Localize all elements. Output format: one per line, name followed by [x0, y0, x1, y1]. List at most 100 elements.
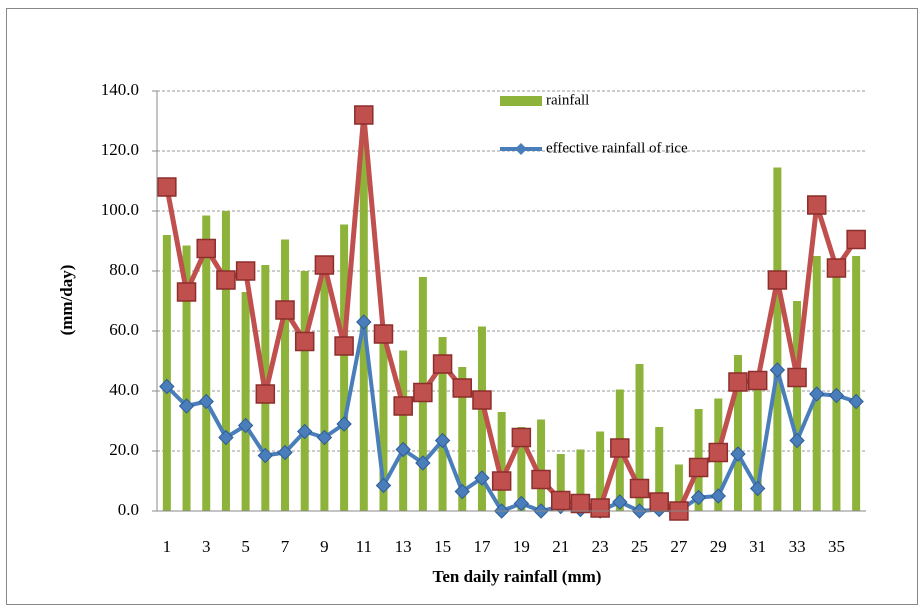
x-tick-label: 21 [552, 537, 569, 556]
x-tick-label: 1 [163, 537, 172, 556]
marker [846, 229, 866, 250]
marker [294, 331, 315, 352]
marker [688, 457, 709, 478]
x-tick-label: 27 [670, 537, 688, 556]
bar [340, 224, 349, 511]
marker [531, 469, 551, 490]
x-tick-label: 13 [395, 537, 412, 556]
bar [812, 256, 821, 511]
bar [438, 337, 447, 511]
y-tick-label: 0.0 [118, 500, 139, 519]
marker [354, 105, 374, 125]
marker [336, 416, 352, 432]
marker [491, 471, 512, 491]
marker [649, 492, 669, 512]
legend-label: rainfall [546, 92, 589, 108]
bar [596, 431, 605, 511]
marker [316, 429, 333, 446]
marker [356, 314, 372, 330]
bar [241, 292, 250, 511]
marker [196, 238, 216, 259]
marker [474, 470, 490, 486]
marker [314, 255, 335, 275]
x-tick-label: 7 [281, 537, 290, 556]
marker [610, 438, 630, 458]
y-tick-label: 120.0 [101, 140, 139, 159]
marker [432, 354, 453, 374]
bar [832, 262, 841, 511]
x-tick-label: 17 [473, 537, 491, 556]
marker [787, 367, 807, 388]
bar [399, 350, 408, 511]
marker [828, 387, 845, 404]
marker [218, 429, 234, 446]
marker [570, 493, 591, 514]
bar [497, 412, 506, 511]
bar [674, 464, 683, 511]
marker [629, 478, 650, 499]
bar [793, 301, 802, 511]
bar [537, 419, 546, 511]
bar [576, 449, 585, 511]
marker [159, 378, 175, 395]
marker [809, 386, 825, 402]
bar [655, 427, 664, 511]
marker [413, 382, 433, 403]
marker [178, 398, 195, 414]
marker [255, 384, 276, 404]
marker [511, 427, 532, 448]
marker [235, 261, 256, 281]
x-tick-label: 33 [789, 537, 806, 556]
marker [277, 444, 293, 461]
bar [320, 268, 329, 511]
y-tick-label: 100.0 [101, 200, 139, 219]
x-tick-label: 3 [202, 537, 211, 556]
marker [789, 432, 805, 449]
marker [826, 258, 847, 278]
y-axis-title: (mm/day) [57, 265, 76, 336]
x-tick-label: 35 [828, 537, 845, 556]
x-tick-label: 29 [710, 537, 727, 556]
marker [176, 282, 197, 302]
marker [710, 488, 726, 504]
bar [281, 239, 290, 511]
marker [297, 423, 313, 440]
marker [237, 417, 254, 434]
x-tick-label: 19 [513, 537, 530, 556]
marker [708, 442, 729, 463]
marker [767, 270, 788, 290]
marker [415, 455, 431, 471]
marker [395, 441, 411, 458]
marker [275, 300, 295, 320]
marker [373, 324, 394, 344]
marker [612, 494, 628, 510]
y-tick-label: 80.0 [109, 260, 139, 279]
bar [852, 256, 861, 511]
bar [477, 326, 486, 511]
bar [773, 167, 782, 511]
bar [458, 367, 467, 511]
x-tick-label: 23 [592, 537, 609, 556]
marker [375, 477, 392, 494]
bar [635, 364, 644, 511]
bar [202, 215, 211, 511]
x-tick-label: 31 [749, 537, 766, 556]
legend-swatch [515, 143, 527, 155]
x-axis-title: Ten daily rainfall (mm) [433, 567, 602, 586]
marker [749, 480, 766, 497]
x-tick-label: 11 [356, 537, 372, 556]
marker [216, 270, 236, 290]
marker [747, 370, 768, 391]
y-tick-label: 60.0 [109, 320, 139, 339]
bar [300, 271, 309, 511]
x-tick-label: 5 [241, 537, 250, 556]
bar [379, 340, 388, 511]
legend-label: effective rainfall of rice [546, 140, 688, 156]
legend-swatch [500, 96, 542, 106]
marker [393, 396, 413, 416]
y-tick-label: 40.0 [109, 380, 139, 399]
marker [728, 372, 748, 392]
marker [452, 378, 473, 398]
marker [157, 177, 177, 197]
